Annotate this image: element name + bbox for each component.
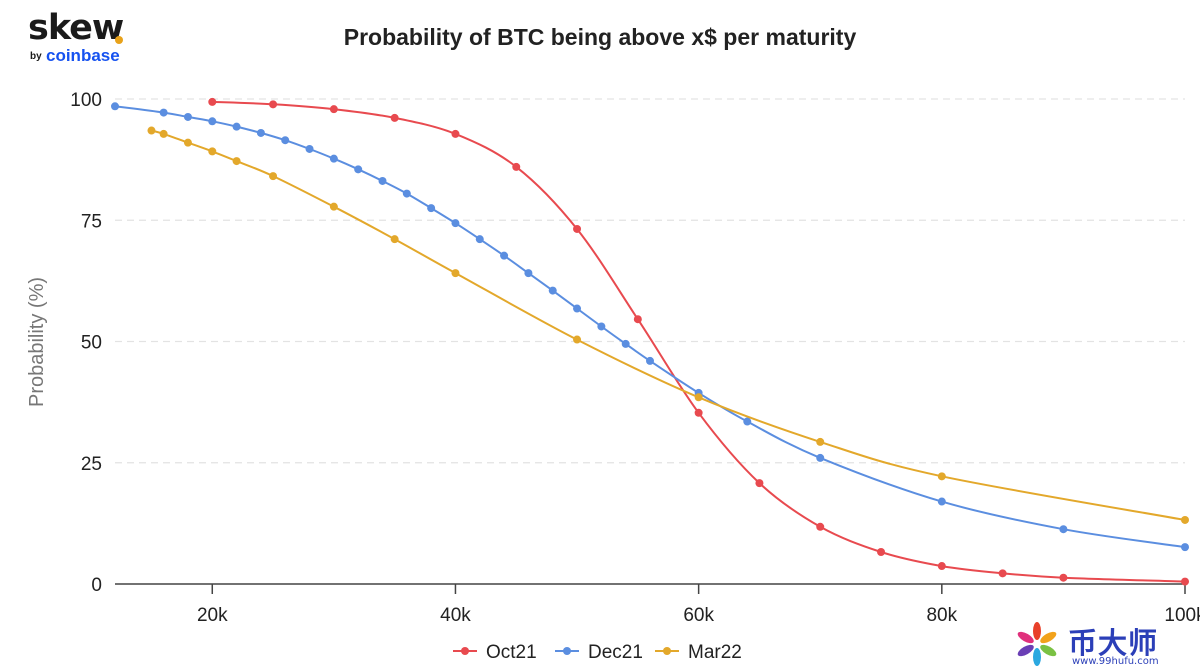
legend-swatch-marker <box>461 647 469 655</box>
data-point-mar22 <box>937 472 946 481</box>
x-tick-label: 80k <box>926 605 957 626</box>
data-point-oct21 <box>269 100 278 109</box>
logo-company: coinbase <box>46 46 120 65</box>
watermark: 币大师 www.99hufu.com <box>1012 620 1190 668</box>
legend-label: Oct21 <box>486 642 537 663</box>
data-point-mar22 <box>232 157 241 166</box>
x-tick-label: 40k <box>440 605 471 626</box>
data-point-oct21 <box>633 315 642 324</box>
logo-brand: skew <box>28 8 124 48</box>
data-point-oct21 <box>816 522 825 531</box>
data-point-dec21 <box>354 165 363 174</box>
data-point-dec21 <box>597 322 606 331</box>
data-point-mar22 <box>573 335 582 344</box>
series-line-dec21 <box>114 105 1186 549</box>
data-point-mar22 <box>329 202 338 211</box>
chart-title: Probability of BTC being above x$ per ma… <box>344 24 857 50</box>
data-point-oct21 <box>329 105 338 114</box>
data-point-mar22 <box>183 138 192 147</box>
data-point-mar22 <box>147 126 156 135</box>
data-point-dec21 <box>208 117 217 126</box>
legend-item-dec21[interactable]: Dec21 <box>555 642 643 663</box>
data-point-dec21 <box>281 136 290 145</box>
x-tick-label: 20k <box>197 605 228 626</box>
data-point-dec21 <box>1181 543 1189 552</box>
data-point-oct21 <box>208 97 217 106</box>
data-point-dec21 <box>1059 525 1068 534</box>
logo-dot <box>115 36 123 44</box>
data-point-dec21 <box>256 128 265 137</box>
data-point-dec21 <box>475 235 484 244</box>
data-point-oct21 <box>512 162 521 171</box>
data-point-dec21 <box>646 356 654 365</box>
y-tick-label: 100 <box>70 90 102 111</box>
data-point-dec21 <box>621 339 630 348</box>
data-point-mar22 <box>208 147 217 156</box>
y-tick-label: 50 <box>81 333 102 354</box>
data-point-oct21 <box>755 479 764 488</box>
data-point-oct21 <box>998 569 1007 578</box>
y-tick-label: 0 <box>91 575 102 596</box>
legend-item-oct21[interactable]: Oct21 <box>453 642 537 663</box>
watermark-text: 币大师 <box>1068 626 1159 660</box>
logo-by: by <box>30 51 42 62</box>
data-point-mar22 <box>694 393 703 402</box>
data-point-dec21 <box>743 417 752 426</box>
data-point-dec21 <box>378 176 387 185</box>
data-point-dec21 <box>183 112 192 121</box>
skew-coinbase-logo: skew by coinbase <box>28 8 138 68</box>
data-point-dec21 <box>159 108 168 117</box>
data-point-mar22 <box>159 129 168 138</box>
legend-swatch-marker <box>563 647 571 655</box>
data-point-oct21 <box>390 113 399 122</box>
data-point-mar22 <box>451 269 460 278</box>
watermark-url: www.99hufu.com <box>1072 656 1159 667</box>
x-tick-label: 60k <box>683 605 714 626</box>
flower-logo-icon <box>1017 622 1057 666</box>
legend-item-mar22[interactable]: Mar22 <box>655 642 742 663</box>
data-point-oct21 <box>937 562 946 571</box>
legend-label: Dec21 <box>588 642 643 663</box>
data-point-mar22 <box>1181 515 1189 524</box>
data-point-dec21 <box>329 154 338 163</box>
data-point-dec21 <box>427 204 436 213</box>
y-axis-label: Probability (%) <box>26 277 48 407</box>
data-point-dec21 <box>402 189 411 198</box>
data-point-oct21 <box>573 224 582 233</box>
data-point-dec21 <box>937 497 946 506</box>
data-point-dec21 <box>548 286 557 295</box>
series-line-mar22 <box>151 129 1186 521</box>
data-point-dec21 <box>232 122 241 131</box>
legend-swatch-marker <box>663 647 671 655</box>
data-point-mar22 <box>269 172 278 181</box>
data-point-oct21 <box>877 547 886 556</box>
data-point-oct21 <box>451 129 460 138</box>
data-point-dec21 <box>451 219 460 228</box>
data-point-dec21 <box>111 102 119 111</box>
x-tick-label: 100k <box>1164 605 1200 626</box>
y-tick-label: 25 <box>81 454 102 475</box>
y-tick-label: 75 <box>81 211 102 232</box>
legend-label: Mar22 <box>688 642 742 663</box>
data-point-mar22 <box>390 235 399 244</box>
data-point-dec21 <box>500 251 509 260</box>
data-point-dec21 <box>816 453 825 462</box>
data-point-oct21 <box>1059 573 1068 582</box>
data-point-dec21 <box>573 304 582 313</box>
data-point-mar22 <box>816 437 825 446</box>
data-point-dec21 <box>524 269 533 278</box>
data-point-oct21 <box>1181 577 1189 586</box>
data-point-dec21 <box>305 144 314 153</box>
data-point-oct21 <box>694 408 703 417</box>
